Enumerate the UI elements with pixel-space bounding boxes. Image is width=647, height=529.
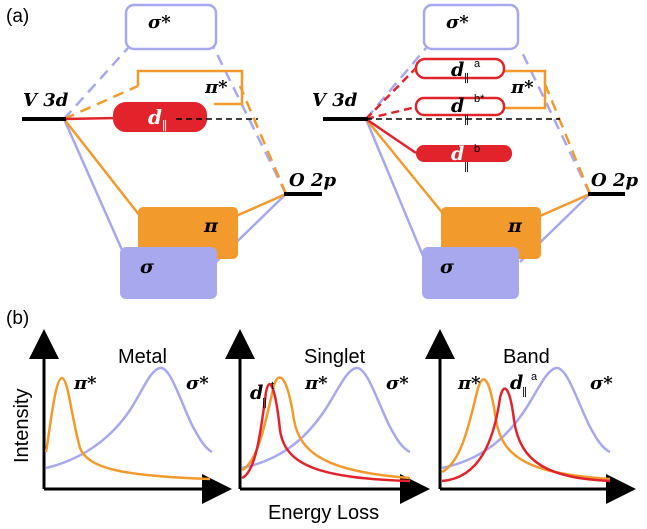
singlet-d-curve [241,383,411,483]
right-sigma-star-label: σ* [446,12,469,33]
y-axis-label: Intensity [11,389,33,463]
x-axis-label: Energy Loss [268,502,379,524]
right-sigma-label: σ [440,256,455,278]
singlet-pi-star-curve [241,376,411,480]
singlet-sigma-star-label: σ* [386,373,409,394]
band-title: Band [503,346,550,368]
right-dbstar-band [414,96,506,117]
left-o2p-label: O 2p [289,170,336,191]
right-dbstar-label: d [451,95,464,117]
left-pistar-link-v [63,84,139,121]
left-sigma-star-link-o [212,47,288,195]
left-pi-link-v [63,118,141,217]
right-dbstar-sub: ∥ [464,114,469,127]
band-sigma-star-label: σ* [590,373,613,394]
band-d-sup: a [531,371,538,383]
left-pi-link-o [235,192,287,218]
right-sigma-star-link-v [365,47,427,120]
metal-sigma-star-curve [45,366,213,470]
band-pi-star-label: π* [457,373,481,394]
right-pi-star-label: π* [510,77,534,98]
right-dbstar-sup: b* [474,93,485,105]
band-sigma-star-curve [441,366,611,470]
left-d-link-v [63,116,117,121]
right-mo-diagram: σ* π* d a ∥ d b* ∥ d b ∥ V 3d O 2p π σ [312,3,638,299]
right-da-sub: ∥ [464,72,469,85]
right-pistar-link-o [543,83,592,195]
band-pi-star-curve [441,378,611,481]
left-v3d-label: V 3d [23,90,69,111]
right-dbstar-link [365,105,417,121]
right-da-link [365,67,417,120]
singlet-d-sup: t [271,380,274,392]
left-pi-star-label: π* [204,77,228,98]
band-d-sub: ∥ [522,386,527,399]
left-mo-diagram: σ* π* d ∥ V 3d O 2p π σ [22,3,336,299]
right-db-label: d [451,143,464,165]
left-pi-label: π [203,215,219,237]
metal-pi-star-curve [44,376,211,481]
singlet-d-sub: ∥ [262,397,267,410]
singlet-d-label: d [250,382,263,404]
left-pistar-link-o [238,85,288,195]
panel-a-label: (a) [6,6,29,27]
right-sigma-link-v [364,118,430,269]
right-db-link [365,117,417,155]
left-sigma-label: σ [140,256,155,278]
band-d-label: d [510,372,523,394]
panel-b-label: (b) [6,308,29,329]
left-sigma-star-link-v [63,47,129,120]
plot-singlet: Singlet d t ∥ π* σ* [225,329,430,504]
singlet-sigma-star-curve [241,366,411,470]
right-sigma-star-box [422,3,520,51]
right-pi-link-v [365,118,446,217]
left-pi-box [138,207,238,259]
right-sigma-box [422,247,519,299]
right-v3d-label: V 3d [312,90,358,111]
right-pi-label: π [507,215,523,237]
plot-band: Band π* d a ∥ σ* [425,329,636,504]
metal-pi-star-label: π* [73,373,97,394]
right-pi-link-o [539,192,591,218]
right-o2p-label: O 2p [591,170,638,191]
right-da-sup: a [474,58,481,70]
right-db-band [416,145,512,162]
left-d-parallel-band [113,102,207,132]
right-pi-box [441,207,541,259]
right-db-sub: ∥ [464,161,469,174]
left-d-parallel-sub: ∥ [162,119,168,133]
left-sigma-star-label: σ* [148,12,171,33]
plot-metal: Metal π* σ* [29,329,232,504]
right-da-band [414,57,506,80]
left-sigma-star-box [124,3,218,51]
left-sigma-link-v [62,118,132,269]
left-pi-star-outline [136,69,244,106]
metal-title: Metal [118,346,167,368]
left-sigma-box [120,247,217,299]
metal-sigma-star-label: σ* [186,373,209,394]
right-db-sup: b [474,143,480,155]
band-d-curve [441,387,611,483]
singlet-title: Singlet [304,346,366,368]
singlet-pi-star-label: π* [304,373,328,394]
right-da-label: d [451,59,464,81]
right-sigma-star-link-o [518,47,592,195]
left-d-parallel-label: d [148,105,162,129]
